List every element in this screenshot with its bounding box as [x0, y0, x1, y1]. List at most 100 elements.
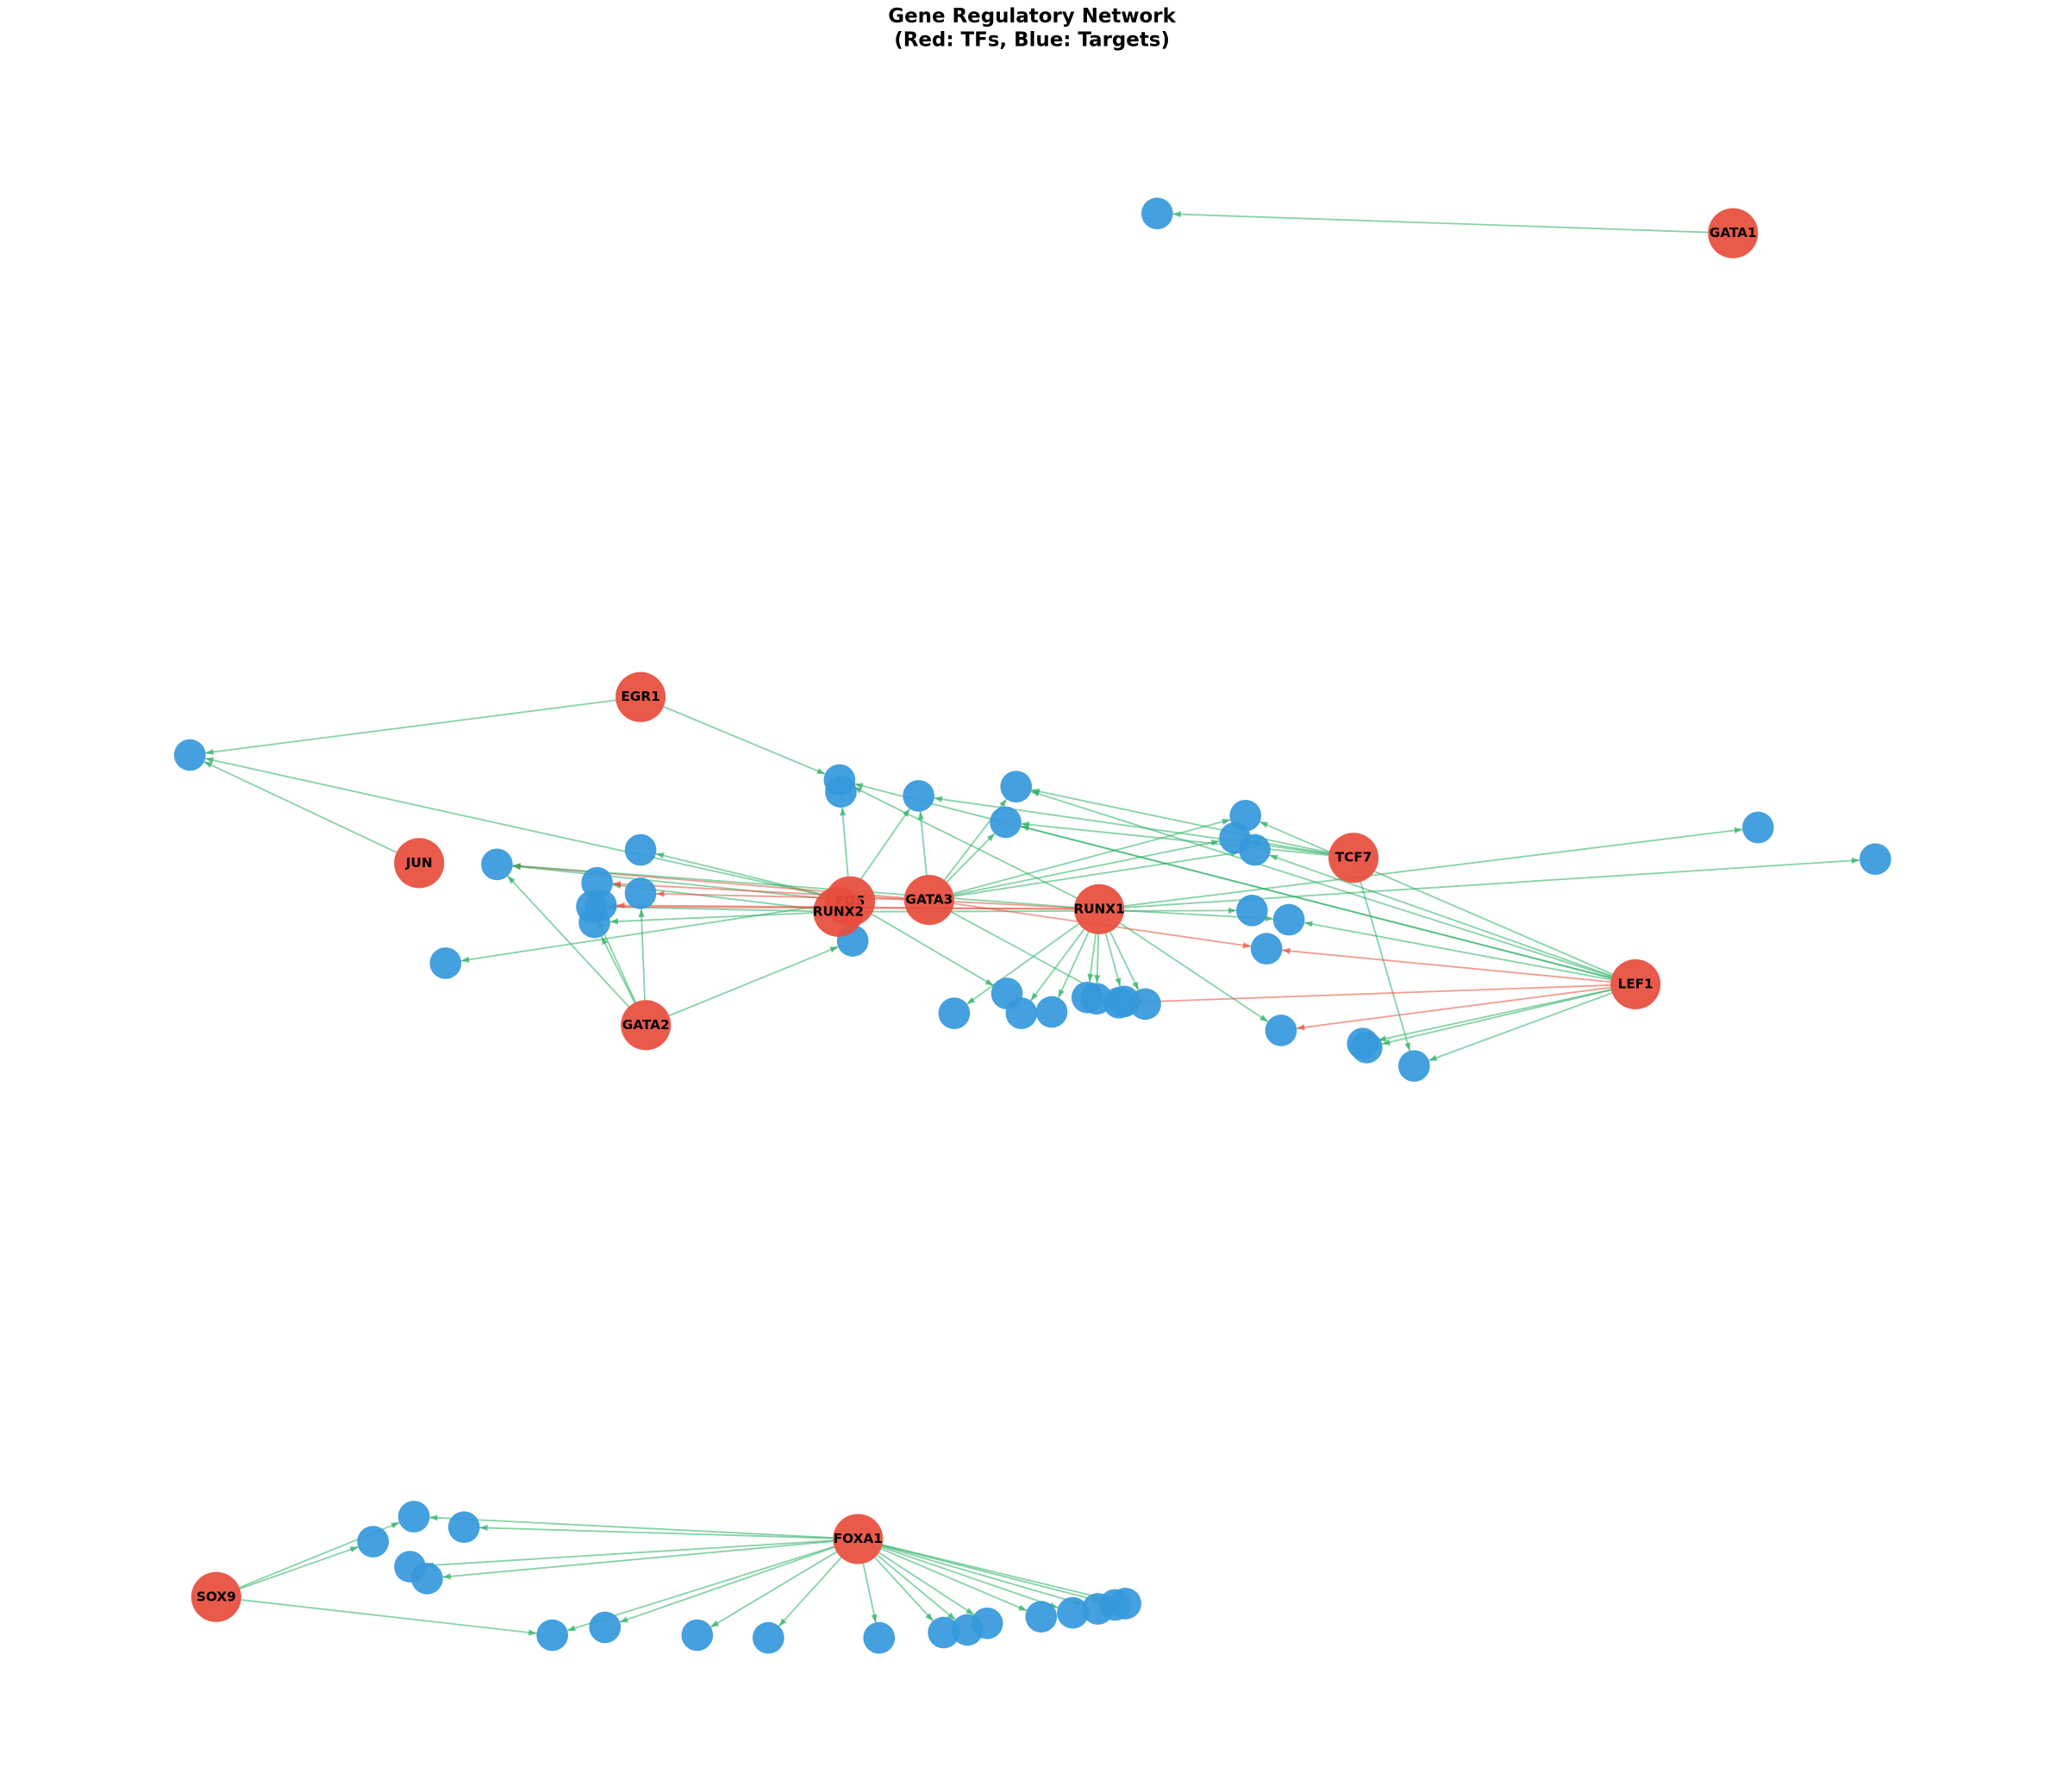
target-node: [589, 1611, 622, 1644]
target-node: [1057, 1596, 1089, 1629]
edge-activation: [953, 840, 1220, 896]
tf-label: SOX9: [197, 1589, 236, 1604]
edge-activation: [1269, 854, 1613, 977]
edge-activation: [507, 875, 630, 1008]
edge-activation: [1359, 881, 1411, 1052]
edge-activation: [609, 912, 814, 925]
edge-activation: [778, 1557, 842, 1627]
edge-activation: [203, 760, 397, 853]
edge-activation: [1021, 821, 1329, 857]
edge-activation: [1382, 989, 1612, 1046]
edge-activation: [668, 946, 839, 1017]
target-node: [173, 739, 206, 771]
edge-activation: [877, 1554, 956, 1620]
tf-node: [394, 838, 445, 889]
edge-activation: [710, 1551, 837, 1628]
edge-activation: [882, 1544, 1100, 1602]
target-node: [1742, 811, 1774, 844]
tf-node: [833, 1514, 884, 1564]
tf-node: [621, 1000, 672, 1051]
target-node: [1025, 1601, 1058, 1633]
tf-label: RUNX1: [1073, 901, 1124, 916]
target-node: [429, 947, 462, 979]
target-node: [928, 1616, 960, 1649]
edge-activation: [600, 936, 636, 1003]
edge-activation: [442, 1540, 834, 1580]
edge-activation: [425, 1539, 834, 1569]
target-node: [411, 1563, 443, 1595]
edge-activation: [882, 1544, 1111, 1602]
edge-activation: [862, 1563, 878, 1623]
edge-activation: [1378, 989, 1612, 1042]
edge-activation: [880, 1547, 1028, 1612]
target-node: [1140, 197, 1173, 229]
edge-activation: [946, 833, 996, 884]
edge-activation: [1123, 857, 1860, 908]
edge-activation: [881, 1546, 1059, 1609]
target-node: [1859, 843, 1891, 876]
edge-activation: [512, 864, 826, 900]
tf-label: JUN: [405, 855, 433, 871]
edge-activation: [1123, 827, 1743, 908]
target-node: [1250, 933, 1283, 965]
edges: [203, 210, 1860, 1636]
title: Gene Regulatory Network: [888, 5, 1176, 28]
tf-node: [1708, 208, 1759, 259]
tf-node: [616, 671, 666, 722]
edge-activation: [1030, 790, 1612, 977]
target-node: [681, 1619, 714, 1652]
edge-activation: [1087, 933, 1097, 983]
target-node: [1351, 1031, 1383, 1064]
target-node: [903, 779, 934, 812]
edge-activation: [205, 699, 616, 756]
edge-activation: [1119, 922, 1269, 1023]
tf-label: FOXA1: [834, 1531, 883, 1546]
target-node: [536, 1619, 568, 1652]
target-node: [1265, 1015, 1297, 1046]
edge-activation: [1030, 928, 1085, 1002]
edge-activation: [950, 911, 1106, 996]
target-node: [624, 834, 657, 866]
edge-activation: [881, 1545, 1084, 1606]
target-node: [397, 1501, 430, 1533]
tf-node: [813, 886, 864, 937]
edge-repression: [1297, 986, 1611, 1031]
target-node: [1398, 1050, 1430, 1083]
edge-activation: [241, 1599, 537, 1636]
target-node: [447, 1511, 480, 1544]
target-node: [357, 1526, 390, 1558]
edge-activation: [1104, 933, 1122, 987]
edge-repression: [1282, 947, 1611, 983]
target-node: [753, 1621, 784, 1654]
edge-activation: [239, 1545, 359, 1589]
edge-activation: [638, 908, 646, 1001]
edge-activation: [429, 1514, 834, 1539]
target-node: [624, 877, 657, 909]
tf-label: RUNX2: [813, 903, 864, 919]
edge-activation: [840, 807, 849, 877]
tf-node: [1328, 833, 1379, 884]
edge-activation: [1057, 931, 1090, 998]
target-node: [1272, 903, 1305, 936]
subtitle: (Red: TFs, Blue: Targets): [894, 29, 1170, 52]
tf-node: [1610, 958, 1661, 1009]
edge-activation: [852, 808, 910, 892]
target-node: [1000, 771, 1033, 802]
target-node: [1035, 996, 1068, 1028]
nodes: GATA1EGR1JUNFOSRUNX2GATA3RUNX1TCF7LEF1GA…: [173, 197, 1891, 1654]
edge-activation: [874, 1557, 934, 1622]
tf-node: [191, 1571, 241, 1622]
target-node: [990, 806, 1022, 839]
target-node: [481, 848, 513, 881]
edge-activation: [1094, 933, 1101, 983]
edge-activation: [1031, 788, 1329, 854]
edge-repression: [1134, 984, 1611, 1006]
edge-activation: [871, 913, 994, 987]
tf-label: GATA3: [905, 892, 953, 908]
edge-activation: [853, 786, 1078, 899]
edge-activation: [966, 922, 1079, 1005]
target-node: [825, 776, 857, 809]
target-node: [1236, 894, 1268, 927]
target-node: [1239, 834, 1271, 866]
